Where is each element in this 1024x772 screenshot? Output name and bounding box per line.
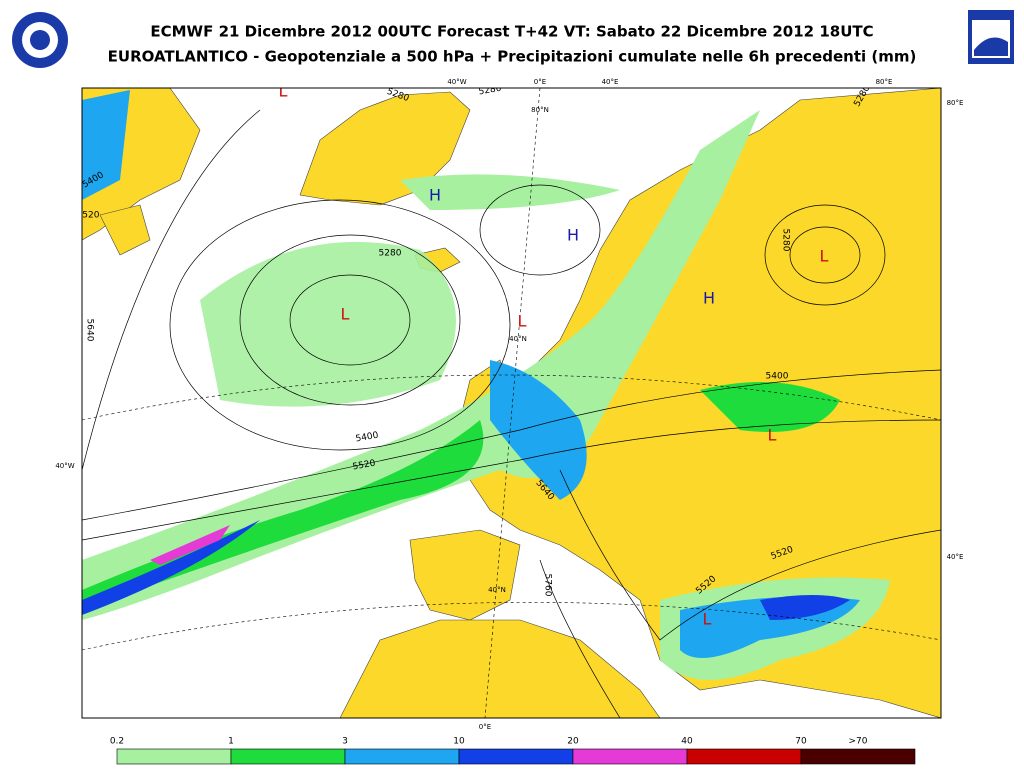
graticule (82, 88, 941, 718)
contour-label: 5400 (766, 372, 789, 382)
pressure-center: L (341, 305, 350, 324)
legend-swatch (230, 748, 346, 765)
contour-label: 5640 (85, 319, 95, 342)
map: 5280 528054005520528056405400552056405760… (77, 82, 941, 718)
legend-label: 40 (681, 737, 693, 747)
graticule-label: 40°N (488, 586, 506, 594)
pressure-center: L (703, 610, 712, 629)
legend-swatch (116, 748, 232, 765)
contour-label: 5400 (355, 431, 380, 445)
graticule-label: 40°W (447, 78, 466, 86)
pressure-center: L (518, 312, 527, 331)
graticule-label: 80°E (947, 99, 964, 107)
legend-swatch (458, 748, 574, 765)
legend-swatch (572, 748, 688, 765)
pressure-center: L (768, 426, 777, 445)
legend-label: 10 (453, 737, 465, 747)
contours (82, 109, 941, 718)
contour-label: 5280 (379, 249, 402, 259)
map-frame (81, 87, 942, 719)
legend-label: >70 (849, 737, 868, 747)
graticule-label: 40°W (55, 462, 74, 470)
graticule-label: 0°E (534, 78, 546, 86)
pressure-center: L (279, 82, 288, 101)
legend-swatch (344, 748, 460, 765)
legend-swatch (686, 748, 802, 765)
graticule-label: 80°N (531, 106, 549, 114)
title: ECMWF 21 Dicembre 2012 00UTC Forecast T+… (150, 23, 873, 41)
legend-label: 70 (795, 737, 807, 747)
precipitation (82, 90, 890, 680)
pressure-center: H (429, 186, 441, 205)
contour-label: 5280 (781, 229, 791, 252)
graticule-label: 80°E (876, 78, 893, 86)
legend-label: 3 (342, 737, 348, 747)
graticule-label: 40°E (602, 78, 619, 86)
contour-label: 5520 (77, 211, 100, 221)
pressure-center: H (567, 226, 579, 245)
legend-swatch (800, 748, 916, 765)
graticule-label: 40°E (947, 553, 964, 561)
logo-left (12, 12, 68, 68)
legend-label: 1 (228, 737, 234, 747)
pressure-center: H (703, 289, 715, 308)
graticule-label: 0°E (479, 723, 491, 731)
contour-label: 5280 (478, 84, 503, 98)
subtitle: EUROATLANTICO - Geopotenziale a 500 hPa … (108, 48, 917, 66)
graticule-label: 40°N (509, 335, 527, 343)
contour-label: 5760 (543, 574, 553, 597)
pressure-center: L (820, 247, 829, 266)
legend-label: 20 (567, 737, 579, 747)
contour-label: 5520 (352, 459, 377, 473)
logo-right (968, 10, 1014, 64)
legend-label: 0.2 (110, 737, 124, 747)
